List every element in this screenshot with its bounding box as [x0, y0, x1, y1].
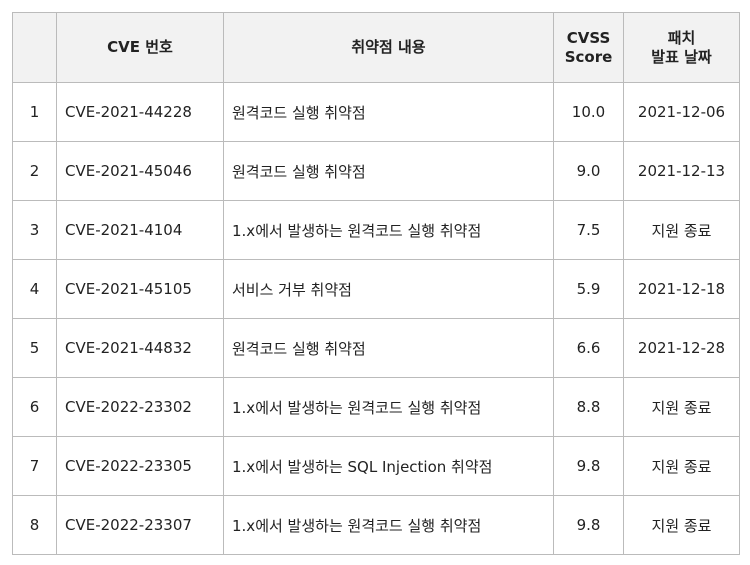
patch-date: 2021-12-13: [623, 141, 740, 201]
table-row: 3 CVE-2021-4104 1.x에서 발생하는 원격코드 실행 취약점 7.5 지…: [12, 200, 740, 260]
header-row: CVE 번호 취약점 내용 CVSS Score 패치 발표 날짜: [12, 12, 740, 83]
header-line: 발표 날짜: [651, 47, 712, 66]
header-cell: [12, 12, 57, 83]
cvss-score: 9.8: [553, 495, 624, 555]
patch-date: 2021-12-18: [623, 259, 740, 319]
description: 원격코드 실행 취약점: [223, 318, 554, 378]
row-number: 5: [12, 318, 57, 378]
row-number: 6: [12, 377, 57, 437]
description: 서비스 거부 취약점: [223, 259, 554, 319]
table-body: 1 CVE-2021-44228 원격코드 실행 취약점 10.0 2021-12-06…: [12, 82, 740, 555]
cve-id: CVE-2022-23305: [56, 436, 224, 496]
vuln-table: CVE 번호 취약점 내용 CVSS Score 패치 발표 날짜 1 CVE-202…: [12, 12, 740, 555]
header-cell: 패치 발표 날짜: [623, 12, 740, 83]
cve-id: CVE-2022-23307: [56, 495, 224, 555]
cvss-score: 6.6: [553, 318, 624, 378]
table-row: 8 CVE-2022-23307 1.x에서 발생하는 원격코드 실행 취약점 9.8…: [12, 495, 740, 555]
patch-date: 지원 종료: [623, 377, 740, 437]
patch-date: 2021-12-28: [623, 318, 740, 378]
cvss-score: 10.0: [553, 82, 624, 142]
header-cell: CVSS Score: [553, 12, 624, 83]
cve-id: CVE-2021-45105: [56, 259, 224, 319]
description: 1.x에서 발생하는 원격코드 실행 취약점: [223, 377, 554, 437]
table-wrap: CVE 번호 취약점 내용 CVSS Score 패치 발표 날짜 1 CVE-202…: [12, 12, 740, 555]
header-line: 패치: [667, 28, 696, 47]
table-row: 1 CVE-2021-44228 원격코드 실행 취약점 10.0 2021-12-06: [12, 82, 740, 142]
description: 원격코드 실행 취약점: [223, 82, 554, 142]
cvss-score: 9.8: [553, 436, 624, 496]
row-number: 4: [12, 259, 57, 319]
cvss-score: 9.0: [553, 141, 624, 201]
table-row: 6 CVE-2022-23302 1.x에서 발생하는 원격코드 실행 취약점 8.8…: [12, 377, 740, 437]
cve-id: CVE-2021-4104: [56, 200, 224, 260]
header-cell: 취약점 내용: [223, 12, 554, 83]
description: 1.x에서 발생하는 SQL Injection 취약점: [223, 436, 554, 496]
table-row: 5 CVE-2021-44832 원격코드 실행 취약점 6.6 2021-12-28: [12, 318, 740, 378]
row-number: 2: [12, 141, 57, 201]
patch-date: 지원 종료: [623, 200, 740, 260]
description: 1.x에서 발생하는 원격코드 실행 취약점: [223, 495, 554, 555]
description: 1.x에서 발생하는 원격코드 실행 취약점: [223, 200, 554, 260]
table-row: 7 CVE-2022-23305 1.x에서 발생하는 SQL Injection …: [12, 436, 740, 496]
patch-date: 지원 종료: [623, 495, 740, 555]
cve-id: CVE-2021-45046: [56, 141, 224, 201]
cve-id: CVE-2021-44832: [56, 318, 224, 378]
row-number: 3: [12, 200, 57, 260]
cve-id: CVE-2022-23302: [56, 377, 224, 437]
header-line: CVSS: [566, 28, 611, 47]
header-cell: CVE 번호: [56, 12, 224, 83]
cve-id: CVE-2021-44228: [56, 82, 224, 142]
cvss-score: 5.9: [553, 259, 624, 319]
patch-date: 2021-12-06: [623, 82, 740, 142]
patch-date: 지원 종료: [623, 436, 740, 496]
cvss-score: 8.8: [553, 377, 624, 437]
header-line: Score: [564, 47, 613, 66]
description: 원격코드 실행 취약점: [223, 141, 554, 201]
table-row: 2 CVE-2021-45046 원격코드 실행 취약점 9.0 2021-12-13: [12, 141, 740, 201]
cvss-score: 7.5: [553, 200, 624, 260]
table-row: 4 CVE-2021-45105 서비스 거부 취약점 5.9 2021-12-18: [12, 259, 740, 319]
row-number: 7: [12, 436, 57, 496]
row-number: 1: [12, 82, 57, 142]
row-number: 8: [12, 495, 57, 555]
